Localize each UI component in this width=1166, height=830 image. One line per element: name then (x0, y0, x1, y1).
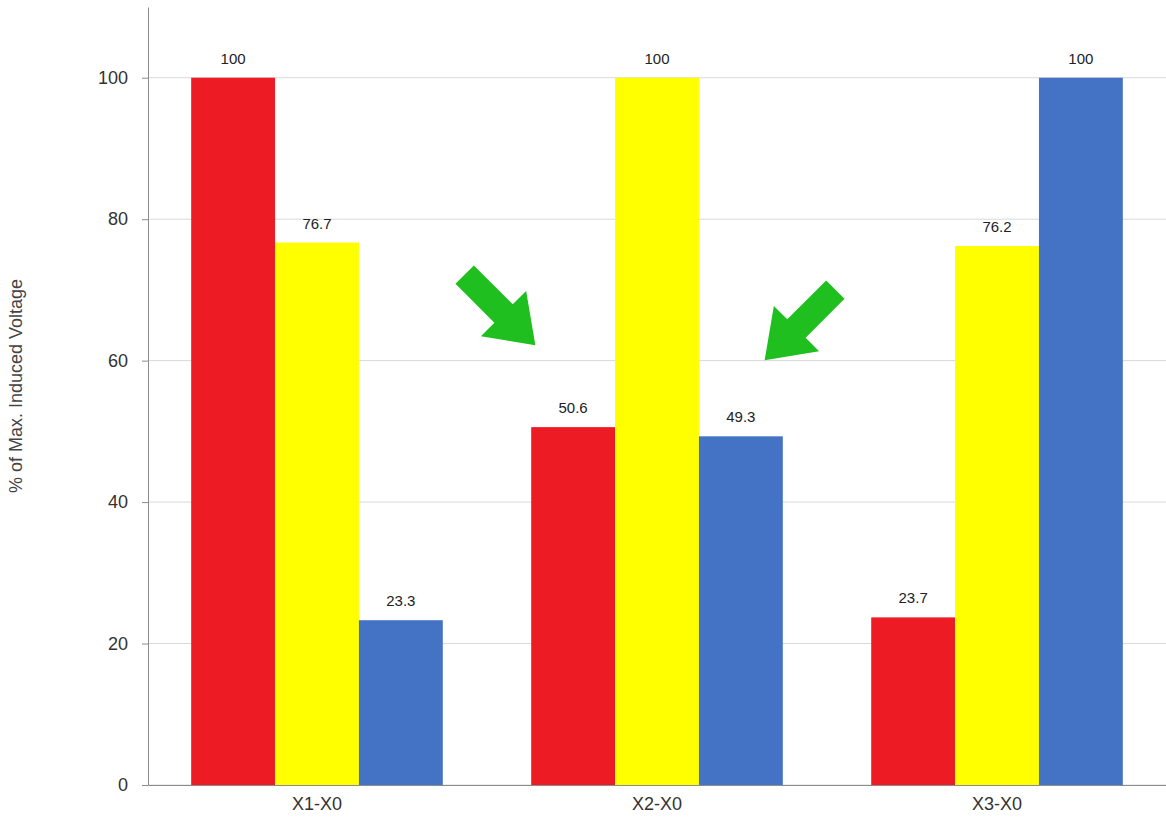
chart: 100 50.6 23.7 76.7 100 76.2 23.3 49.3 100 0 20 40 60… (0, 0, 1166, 830)
data-label: 49.3 (726, 408, 755, 425)
y-axis-title: % of Max. Induced Voltage (6, 279, 26, 493)
y-tick-mark (142, 785, 148, 786)
plot-area: 100 50.6 23.7 76.7 100 76.2 23.3 49.3 100 0 20 40 60… (98, 8, 1166, 814)
y-tick-mark (142, 78, 148, 79)
y-tick-label: 40 (108, 492, 128, 512)
bar (191, 78, 275, 785)
bar (615, 78, 699, 785)
bar (359, 620, 443, 785)
y-tick: 80 (108, 209, 148, 229)
data-label: 76.7 (302, 215, 331, 232)
series (359, 78, 1123, 785)
series (191, 78, 955, 785)
y-tick: 40 (108, 492, 148, 512)
y-tick: 0 (118, 775, 148, 795)
series (275, 78, 1039, 785)
data-label: 23.3 (386, 592, 415, 609)
y-axis-line (148, 8, 149, 786)
arrow (742, 267, 858, 383)
data-labels: 100 50.6 23.7 76.7 100 76.2 23.3 49.3 100 (221, 50, 1094, 609)
data-label: 100 (1068, 50, 1093, 67)
arrow (442, 252, 558, 368)
y-tick-mark (142, 502, 148, 503)
y-axis: 0 20 40 60 80 100 (98, 8, 149, 796)
data-label: 100 (221, 50, 246, 67)
x-tick-label: X1-X0 (292, 794, 342, 814)
y-tick-mark (142, 644, 148, 645)
y-tick: 100 (98, 68, 148, 88)
x-axis: X1-X0 X2-X0 X3-X0 (149, 785, 1166, 814)
y-tick-label: 80 (108, 209, 128, 229)
data-label: 50.6 (559, 399, 588, 416)
x-axis-line (149, 785, 1166, 786)
x-tick-label: X3-X0 (972, 794, 1022, 814)
y-tick-label: 100 (98, 68, 128, 88)
x-tick-label: X2-X0 (632, 794, 682, 814)
data-label: 100 (644, 50, 669, 67)
bars (191, 78, 1123, 785)
y-tick-mark (142, 361, 148, 362)
y-tick-label: 20 (108, 634, 128, 654)
data-label: 76.2 (982, 218, 1011, 235)
y-tick: 60 (108, 351, 148, 371)
bar (531, 427, 615, 785)
bar (275, 243, 359, 785)
grid (148, 78, 1166, 785)
x-tick: X1-X0 (292, 785, 342, 814)
y-tick: 20 (108, 634, 148, 654)
bar (699, 436, 783, 785)
data-label: 23.7 (899, 589, 928, 606)
y-tick-label: 0 (118, 775, 128, 795)
y-tick-label: 60 (108, 351, 128, 371)
x-tick: X3-X0 (972, 785, 1022, 814)
bar (955, 246, 1039, 785)
y-tick-mark (142, 219, 148, 220)
bar (1039, 78, 1123, 785)
x-tick: X2-X0 (632, 785, 682, 814)
bar (871, 617, 955, 785)
